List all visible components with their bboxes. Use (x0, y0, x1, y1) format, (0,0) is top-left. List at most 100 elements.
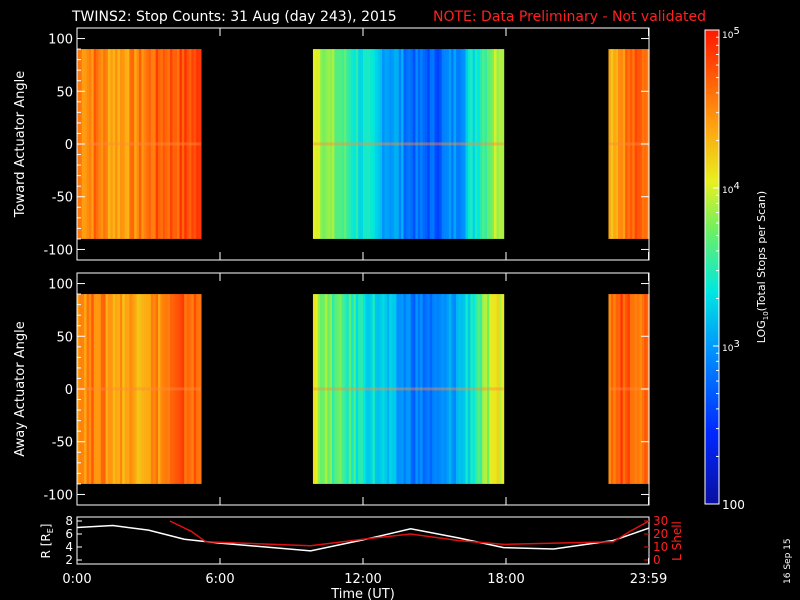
l-shell-tick-label: 20 (653, 527, 668, 541)
heatmap-column (96, 294, 100, 484)
time-tick-label: 18:00 (487, 572, 524, 587)
heatmap-column (458, 49, 462, 239)
heatmap-column (618, 294, 621, 484)
heatmap-column (627, 294, 631, 484)
heatmap-column (122, 49, 126, 239)
heatmap-column (393, 294, 397, 484)
heatmap-column (322, 294, 326, 484)
heatmap-column (408, 294, 412, 484)
heatmap-column (91, 294, 95, 484)
heatmap-column (324, 294, 328, 484)
heatmap-column (165, 294, 169, 484)
heatmap-column (174, 294, 178, 484)
toward-actuator-angle-label: Toward Actuator Angle (13, 71, 28, 218)
heatmap-column (622, 294, 626, 484)
heatmap-column (439, 49, 443, 239)
heatmap-column (315, 49, 319, 239)
heatmap-column (355, 294, 359, 484)
heatmap-column (615, 49, 619, 239)
heatmap-column (138, 294, 142, 484)
heatmap-column (129, 294, 133, 484)
heatmap-column (317, 49, 321, 239)
heatmap-column (629, 294, 633, 484)
heatmap-column (610, 49, 614, 239)
heatmap-column (479, 294, 483, 484)
time-tick-label: 0:00 (62, 572, 91, 587)
heatmap-column (96, 49, 100, 239)
heatmap-column (413, 49, 417, 239)
heatmap-column (332, 49, 335, 239)
heatmap-column (486, 49, 490, 239)
heatmap-column (98, 49, 102, 239)
l-shell-line (169, 520, 650, 547)
heatmap-column (343, 294, 347, 484)
r-tick-label: 2 (65, 553, 73, 567)
heatmap-column (107, 294, 111, 484)
heatmap-column (191, 294, 195, 484)
heatmap-column (472, 294, 476, 484)
heatmap-column (186, 49, 190, 239)
heatmap-column (405, 294, 409, 484)
heatmap-column (417, 49, 421, 239)
heatmap-column (444, 49, 448, 239)
heatmap-column (119, 294, 123, 484)
heatmap-column (389, 294, 393, 484)
heatmap-column (146, 294, 150, 484)
heatmap-column (136, 49, 140, 239)
heatmap-column (403, 49, 407, 239)
heatmap-column (177, 294, 181, 484)
time-tick-label: 23:59 (630, 572, 667, 587)
heatmap-column (131, 49, 135, 239)
heatmap-column (186, 294, 190, 484)
heatmap-column (172, 294, 176, 484)
heatmap-column (124, 294, 128, 484)
heatmap-column (148, 49, 152, 239)
heatmap-column (379, 294, 383, 484)
heatmap-column (377, 294, 381, 484)
heatmap-column (460, 294, 464, 484)
heatmap-column (320, 294, 324, 484)
heatmap-column (498, 49, 502, 239)
heatmap-column (93, 49, 97, 239)
heatmap-column (110, 49, 114, 239)
heatmap-column (610, 294, 614, 484)
heatmap-column (348, 294, 352, 484)
zero-angle-stripe (77, 387, 201, 391)
heatmap-column (358, 49, 362, 239)
colorbar: 105 104 103 100 LOG10(Total Stops per Scan) (704, 26, 770, 512)
heatmap-column (401, 49, 405, 239)
heatmap-column (353, 294, 357, 484)
heatmap-column (410, 294, 414, 484)
l-shell-tick-label: 0 (653, 553, 661, 567)
heatmap-column (639, 294, 643, 484)
heatmap-column (436, 294, 440, 484)
heatmap-column (329, 49, 333, 239)
heatmap-column (424, 294, 428, 484)
l-shell-tick-label: 30 (653, 514, 668, 528)
heatmap-column (634, 49, 638, 239)
heatmap-column (107, 49, 111, 239)
heatmap-column (620, 294, 624, 484)
heatmap-column (88, 294, 92, 484)
heatmap-column (465, 294, 469, 484)
y-tick-label: 0 (65, 383, 73, 398)
heatmap-column (386, 49, 390, 239)
heatmap-column (181, 294, 185, 484)
zero-angle-stripe (608, 142, 649, 146)
heatmap-column (146, 49, 150, 239)
heatmap-column (348, 49, 352, 239)
heatmap-column (429, 49, 433, 239)
y-tick-label: -50 (52, 191, 73, 206)
heatmap-column (477, 49, 481, 239)
heatmap-column (158, 294, 162, 484)
r-tick-label: 8 (65, 514, 73, 528)
colorbar-scale (704, 29, 720, 505)
heatmap-column (184, 294, 188, 484)
y-tick-label: -100 (43, 243, 73, 258)
heatmap-column (127, 294, 131, 484)
zero-angle-stripe (77, 142, 201, 146)
zero-angle-stripe (312, 142, 504, 146)
heatmap-column (103, 294, 107, 484)
